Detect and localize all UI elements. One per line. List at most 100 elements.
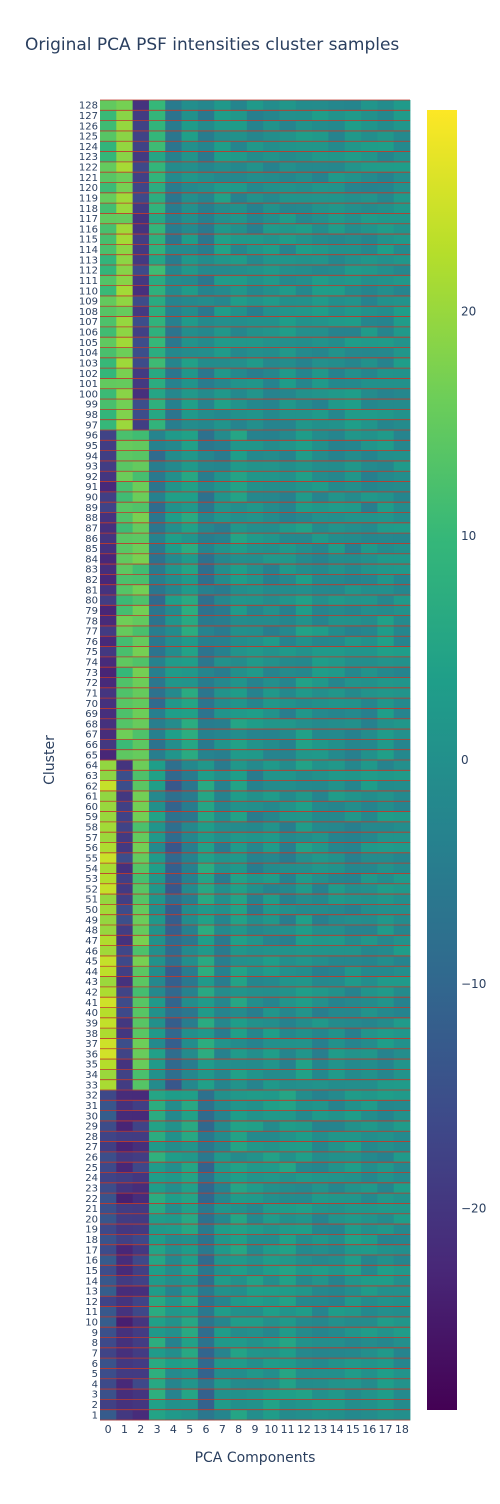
heatmap-cell (181, 203, 199, 214)
heatmap-cell (279, 904, 297, 916)
heatmap-cell (312, 512, 329, 524)
heatmap-cell (148, 172, 166, 183)
heatmap-cell (246, 1265, 264, 1277)
heatmap-cell (214, 522, 231, 534)
heatmap-cell (279, 1399, 297, 1411)
heatmap-cell (263, 161, 280, 173)
heatmap-cell (361, 326, 378, 338)
heatmap-cell (214, 347, 231, 359)
heatmap-cell (377, 790, 395, 802)
heatmap-cell (214, 698, 231, 709)
x-axis-title: PCA Components (195, 1450, 316, 1466)
heatmap-cell (181, 605, 199, 617)
heatmap-cell (344, 368, 362, 379)
heatmap-cell (377, 388, 395, 400)
y-tick-label: 52 (85, 884, 98, 895)
heatmap-cell (132, 1275, 150, 1287)
heatmap-cell (377, 1079, 395, 1091)
heatmap-cell (295, 1358, 313, 1369)
heatmap-cell (230, 1048, 248, 1060)
heatmap-cell (165, 625, 182, 637)
heatmap-cell (328, 1028, 346, 1039)
heatmap-cell (230, 1234, 248, 1246)
heatmap-cell (377, 780, 395, 792)
heatmap-cell (246, 1347, 264, 1359)
heatmap-cell (295, 1048, 313, 1060)
heatmap-cell (312, 811, 329, 823)
heatmap-cell (279, 244, 297, 256)
heatmap-cell (197, 419, 215, 431)
heatmap-cell (116, 295, 134, 307)
heatmap-cell (393, 564, 411, 575)
heatmap-cell (263, 1316, 280, 1328)
heatmap-cell (214, 223, 231, 235)
heatmap-cell (230, 904, 248, 916)
heatmap-cell (279, 780, 297, 792)
heatmap-cell (230, 522, 248, 534)
heatmap-cell (132, 172, 150, 183)
heatmap-cell (214, 760, 231, 771)
heatmap-cell (100, 1141, 117, 1153)
heatmap-cell (197, 852, 215, 864)
heatmap-cell (393, 1409, 411, 1421)
heatmap-cell (100, 1347, 117, 1359)
heatmap-cell (344, 821, 362, 833)
heatmap-cell (361, 1409, 378, 1421)
heatmap-cell (312, 295, 329, 307)
heatmap-cell (165, 760, 182, 771)
y-tick-label: 37 (85, 1039, 98, 1050)
heatmap-cell (361, 502, 378, 513)
heatmap-cell (100, 1048, 117, 1060)
heatmap-cell (197, 1203, 215, 1215)
heatmap-cell (116, 1059, 134, 1070)
heatmap-cell (132, 512, 150, 524)
heatmap-cell (181, 615, 199, 627)
heatmap-cell (279, 357, 297, 369)
heatmap-cell (100, 584, 117, 596)
heatmap-cell (312, 1017, 329, 1029)
heatmap-cell (100, 1337, 117, 1349)
heatmap-cell (100, 708, 117, 720)
heatmap-cell (246, 935, 264, 947)
heatmap-cell (295, 605, 313, 617)
heatmap-cell (116, 687, 134, 699)
heatmap-cell (116, 1224, 134, 1235)
heatmap-cell (263, 295, 280, 307)
heatmap-cell (181, 986, 199, 998)
heatmap-cell (263, 1306, 280, 1318)
heatmap-cell (393, 1069, 411, 1081)
heatmap-cell (148, 254, 166, 266)
heatmap-cell (214, 430, 231, 441)
heatmap-cell (246, 430, 264, 441)
heatmap-cell (214, 203, 231, 214)
heatmap-cell (181, 192, 199, 204)
heatmap-cell (344, 1038, 362, 1050)
heatmap-cell (214, 460, 231, 472)
heatmap-cell (132, 646, 150, 658)
heatmap-cell (393, 1347, 411, 1359)
heatmap-cell (230, 502, 248, 513)
heatmap-cell (246, 450, 264, 462)
heatmap-cell (279, 1059, 297, 1070)
y-tick-label: 104 (79, 348, 98, 359)
heatmap-cell (230, 213, 248, 225)
heatmap-cell (279, 1203, 297, 1215)
heatmap-cell (246, 636, 264, 647)
heatmap-cell (295, 306, 313, 317)
heatmap-cell (295, 595, 313, 606)
heatmap-cell (116, 1079, 134, 1091)
heatmap-cell (230, 1409, 248, 1421)
heatmap-cell (148, 234, 166, 245)
heatmap-cell (312, 1028, 329, 1039)
heatmap-cell (116, 1234, 134, 1246)
heatmap-cell (246, 821, 264, 833)
heatmap-cell (344, 430, 362, 441)
heatmap-cell (344, 894, 362, 905)
heatmap-cell (295, 677, 313, 689)
heatmap-cell (246, 1368, 264, 1380)
heatmap-cell (295, 1378, 313, 1390)
heatmap-cell (361, 894, 378, 905)
heatmap-cell (361, 141, 378, 152)
heatmap-cell (214, 161, 231, 173)
heatmap-cell (263, 368, 280, 379)
